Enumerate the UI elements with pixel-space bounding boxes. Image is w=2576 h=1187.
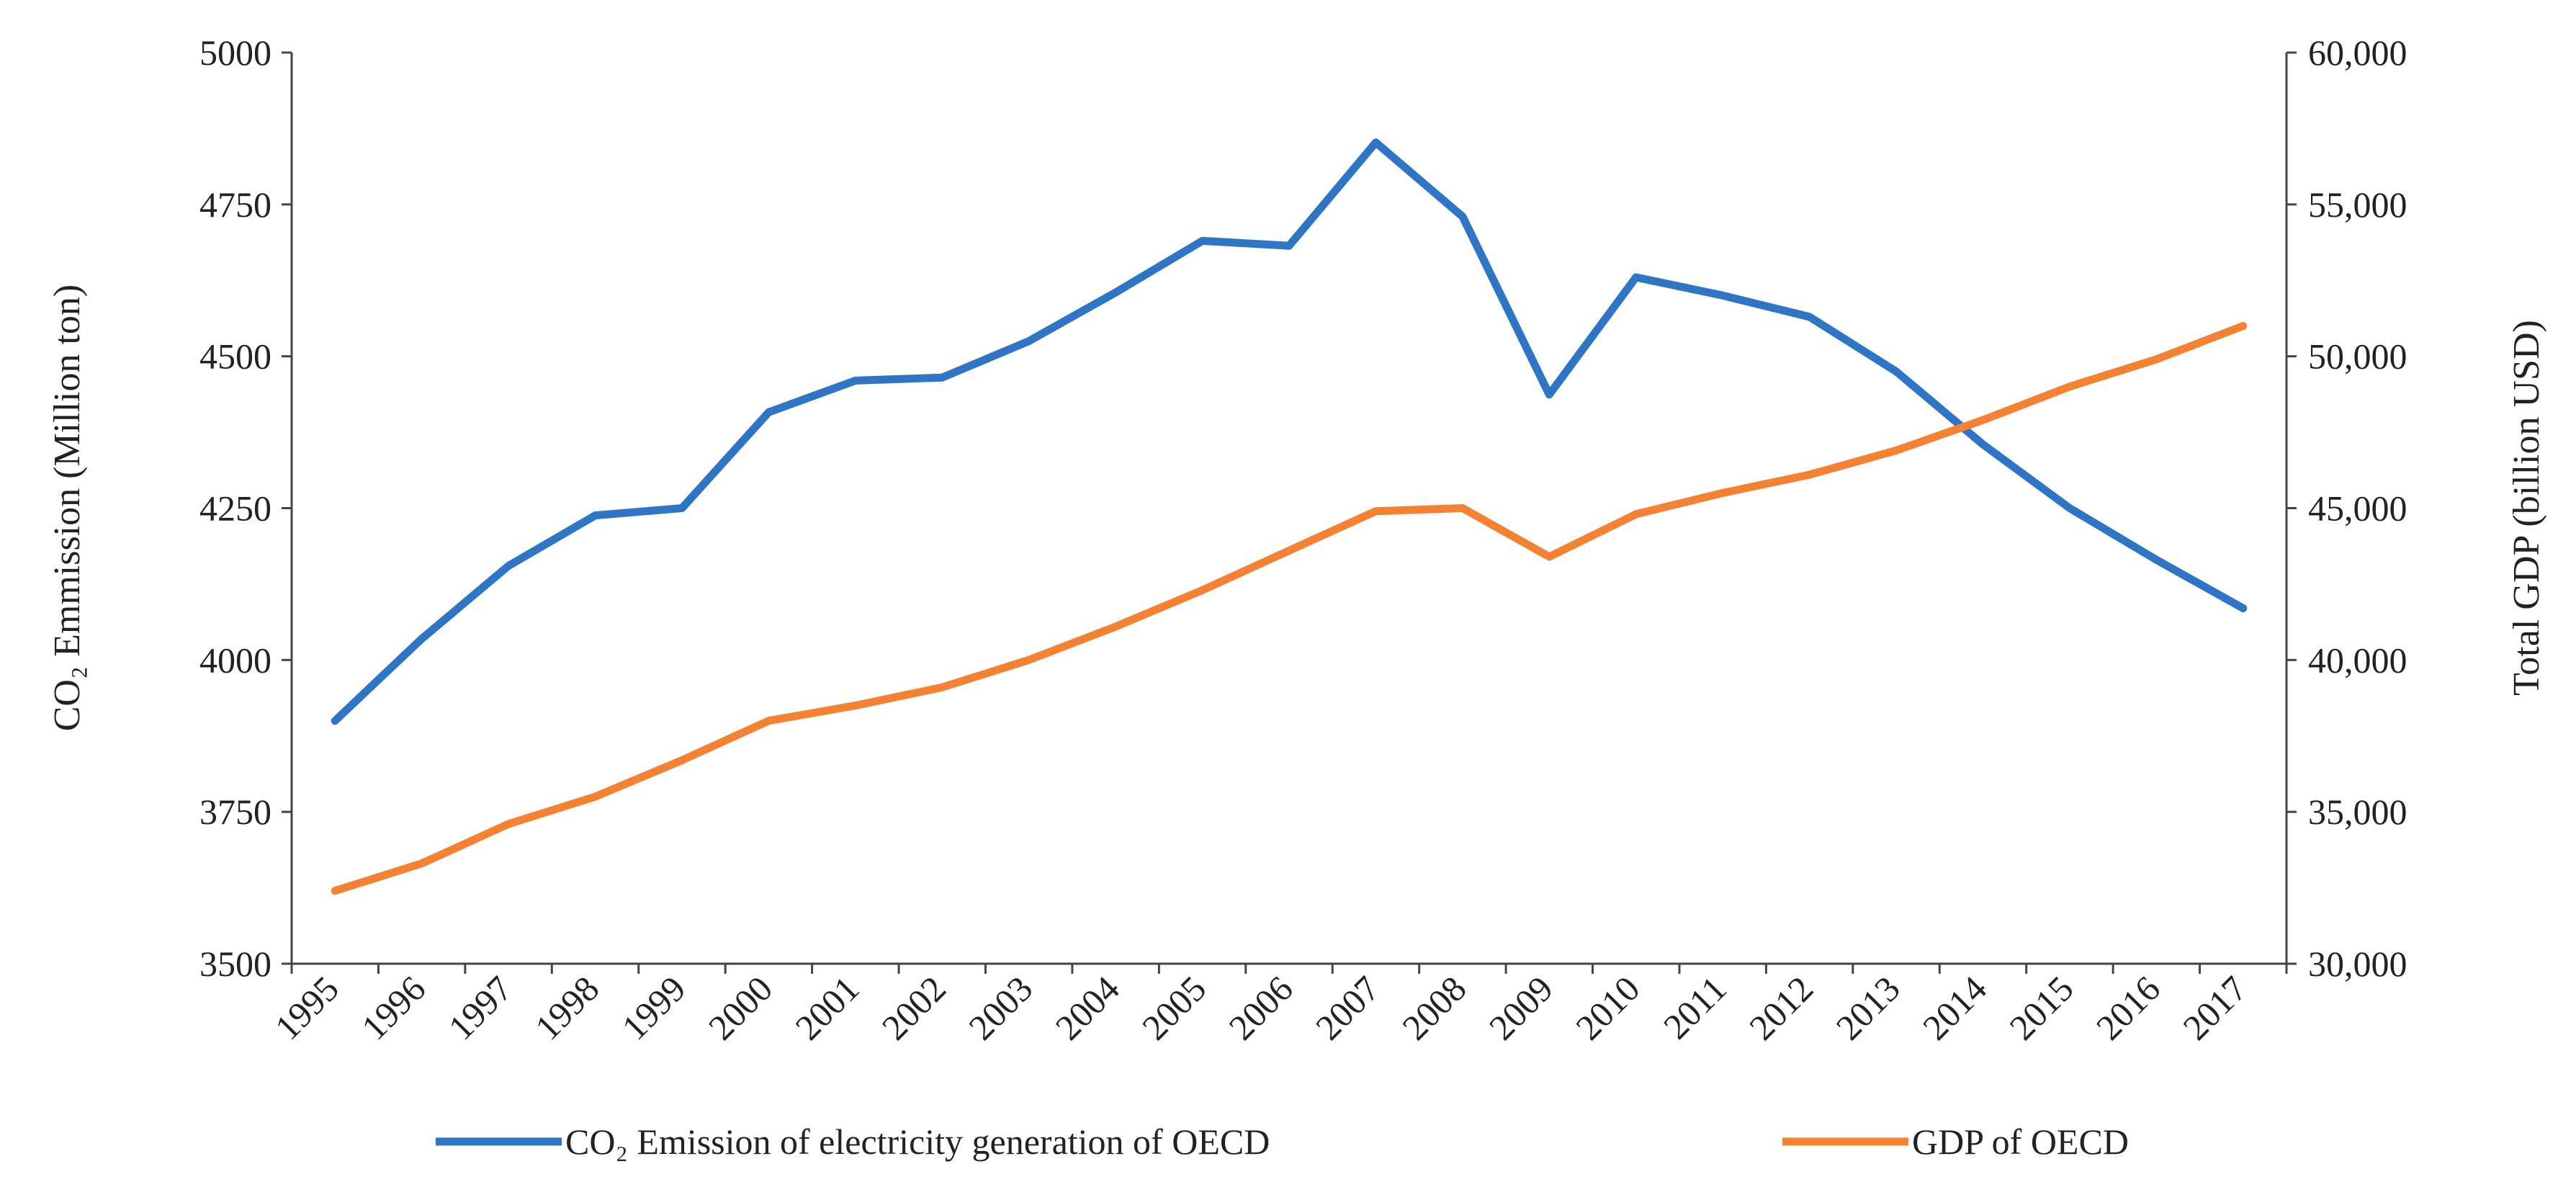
- x-tick-label: 2004: [1048, 968, 1127, 1047]
- plot-area: [290, 53, 2288, 965]
- x-tick-label: 2007: [1308, 968, 1387, 1047]
- right-tick-label: 50,000: [2308, 336, 2407, 377]
- right-tick-label: 45,000: [2308, 488, 2407, 529]
- x-tick-label: 2003: [961, 968, 1040, 1047]
- series-lines: [331, 138, 2248, 895]
- left-tick-label: 4000: [199, 640, 271, 680]
- right-axis-ticks: 30,000 35,000 40,000 45,000 50,000 55,000 60,0…: [2286, 32, 2407, 984]
- x-tick-label: 2014: [1915, 968, 1994, 1047]
- x-tick-label: 1997: [441, 968, 520, 1047]
- x-tick-label: 2010: [1568, 968, 1647, 1047]
- legend-label-gdp: GDP of OECD: [1912, 1121, 2129, 1162]
- x-tick-label: 2013: [1828, 968, 1908, 1047]
- right-tick-label: 35,000: [2308, 792, 2407, 832]
- x-tick-label: 2001: [787, 968, 866, 1047]
- x-tick-label: 2015: [2001, 968, 2081, 1047]
- x-tick-label: 1998: [527, 968, 606, 1047]
- left-tick-label: 3750: [199, 792, 271, 832]
- x-tick-label: 2016: [2088, 968, 2168, 1047]
- left-axis-ticks: 3500 3750 4000 4250 4500 4750 5000: [199, 32, 292, 984]
- left-tick-label: 5000: [199, 32, 271, 73]
- left-tick-label: 3500: [199, 944, 271, 984]
- legend: CO₂ Emission of electricity generation o…: [436, 1121, 2129, 1162]
- x-tick-label: 1995: [267, 968, 346, 1047]
- series-line-co2: [331, 138, 2248, 725]
- x-tick-label: 1996: [354, 968, 433, 1047]
- x-tick-label: 2008: [1394, 968, 1473, 1047]
- left-tick-label: 4250: [199, 488, 271, 529]
- x-tick-label: 2005: [1134, 968, 1213, 1047]
- x-tick-label: 2011: [1656, 968, 1734, 1047]
- x-tick-label: 2006: [1221, 968, 1300, 1047]
- right-tick-label: 55,000: [2308, 184, 2407, 225]
- right-axis-title: Total GDP (billion USD): [2506, 320, 2547, 696]
- left-tick-label: 4750: [199, 184, 271, 225]
- x-tick-label: 2012: [1741, 968, 1821, 1047]
- x-tick-label: 2017: [2175, 968, 2254, 1047]
- left-axis-title: CO₂ Emmission (Million ton): [47, 285, 88, 732]
- series-line-gdp: [331, 322, 2248, 895]
- x-tick-label: 2000: [701, 968, 780, 1047]
- x-tick-label: 2002: [874, 968, 953, 1047]
- right-tick-label: 60,000: [2308, 32, 2407, 73]
- x-tick-label: 1999: [614, 968, 693, 1047]
- right-tick-label: 40,000: [2308, 640, 2407, 680]
- right-tick-label: 30,000: [2308, 944, 2407, 984]
- x-axis-ticks: 1995 1996 1997 1998 1999 2000 2001 2002 2003 2004…: [267, 964, 2288, 1047]
- left-tick-label: 4500: [199, 336, 271, 377]
- x-tick-label: 2009: [1481, 968, 1561, 1047]
- legend-label-co2: CO₂ Emission of electricity generation o…: [565, 1121, 1270, 1162]
